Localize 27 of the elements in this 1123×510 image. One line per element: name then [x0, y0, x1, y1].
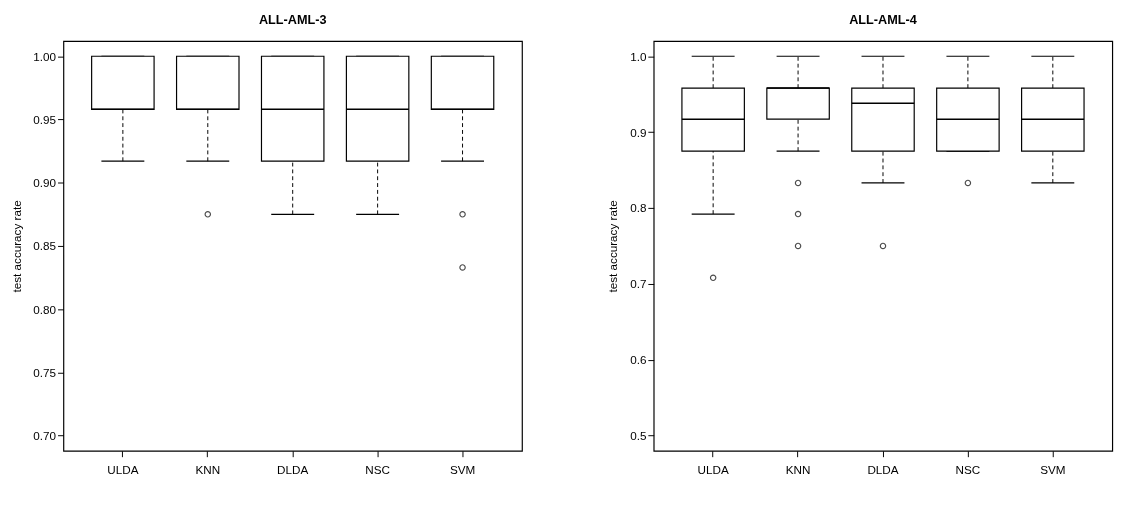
y-tick-label: 0.75 [33, 365, 57, 379]
y-tick-label: 1.00 [33, 49, 57, 63]
x-tick-label: ULDA [107, 462, 139, 476]
x-tick-label: KNN [195, 462, 221, 476]
x-tick-label: SVM [1040, 462, 1066, 476]
y-tick-label: 0.85 [33, 239, 57, 253]
y-tick-label: 0.7 [630, 277, 647, 291]
y-tick-label: 0.80 [33, 302, 57, 316]
y-tick-label: 0.9 [630, 125, 647, 139]
y-axis-title: test accuracy rate [9, 200, 23, 293]
chart-title: ALL-AML-3 [258, 13, 327, 28]
y-tick-label: 0.8 [630, 201, 647, 215]
x-tick-label: KNN [785, 462, 811, 476]
y-tick-label: 0.95 [33, 112, 57, 126]
y-axis-title: test accuracy rate [606, 200, 620, 293]
y-tick-label: 0.90 [33, 176, 57, 190]
x-tick-label: DLDA [867, 462, 899, 476]
y-tick-label: 0.6 [630, 353, 647, 367]
x-tick-label: DLDA [277, 462, 309, 476]
x-tick-label: NSC [365, 462, 390, 476]
x-tick-label: SVM [449, 462, 476, 476]
y-tick-label: 0.5 [630, 429, 647, 443]
x-tick-label: NSC [955, 462, 981, 476]
y-tick-label: 0.70 [33, 429, 57, 443]
x-tick-label: ULDA [697, 462, 729, 476]
chart-title: ALL-AML-4 [849, 13, 917, 28]
y-tick-label: 1.0 [630, 49, 647, 63]
